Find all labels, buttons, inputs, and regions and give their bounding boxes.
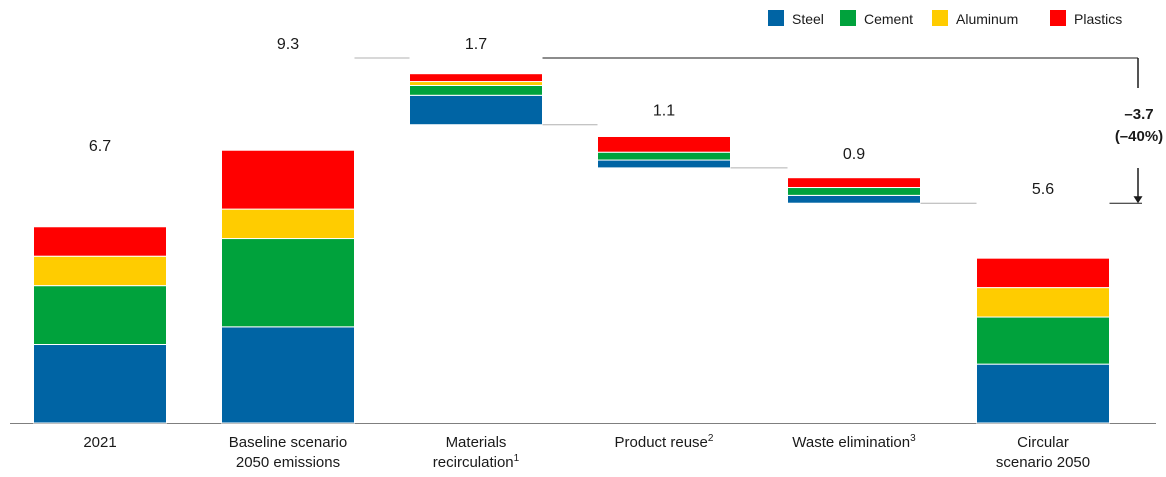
bar-segment-circular-scenario-2050-plastics bbox=[976, 257, 1110, 289]
tick-label-baseline-scenario-2050-emissions: Baseline scenario 2050 emissions bbox=[229, 434, 347, 471]
legend-label-steel: Steel bbox=[792, 11, 824, 27]
legend-swatch-plastics bbox=[1050, 10, 1066, 26]
legend-swatch-steel bbox=[768, 10, 784, 26]
bar-segment-materials-recirculation-cement bbox=[409, 84, 543, 96]
data-label-product-reuse: 1.1 bbox=[653, 103, 675, 120]
bar-segment-baseline-scenario-2050-emissions-aluminum bbox=[221, 208, 355, 240]
tick-label-materials-recirculation: Materials recirculation1 bbox=[433, 434, 520, 471]
reduction-annotation: –3.7 (–40%) bbox=[1115, 106, 1163, 145]
bar-segment-product-reuse-cement bbox=[597, 151, 731, 161]
bar-segment-product-reuse-steel bbox=[597, 159, 731, 169]
tick-label-circular-scenario-2050: Circular scenario 2050 bbox=[996, 434, 1090, 471]
legend-label-aluminum: Aluminum bbox=[956, 11, 1018, 27]
legend-swatch-aluminum bbox=[932, 10, 948, 26]
tick-label-waste-elimination: Waste elimination3 bbox=[792, 433, 916, 451]
tick-label-2021: 2021 bbox=[83, 434, 116, 451]
bar-segment-materials-recirculation-steel bbox=[409, 94, 543, 126]
data-label-materials-recirculation: 1.7 bbox=[465, 36, 487, 53]
tick-label-product-reuse: Product reuse2 bbox=[615, 433, 714, 451]
bar-segment-baseline-scenario-2050-emissions-steel bbox=[221, 326, 355, 424]
data-label-baseline-scenario-2050-emissions: 9.3 bbox=[277, 36, 299, 53]
bar-segment-circular-scenario-2050-aluminum bbox=[976, 287, 1110, 318]
bar-segment-waste-elimination-plastics bbox=[787, 177, 921, 189]
bar-segment-materials-recirculation-plastics bbox=[409, 73, 543, 83]
bar-segment-2021-aluminum bbox=[33, 255, 167, 287]
bar-segment-2021-steel bbox=[33, 344, 167, 424]
bar-segment-waste-elimination-cement bbox=[787, 187, 921, 196]
legend-label-cement: Cement bbox=[864, 11, 913, 27]
legend-swatch-cement bbox=[840, 10, 856, 26]
data-label-2021: 6.7 bbox=[89, 138, 111, 155]
bar-segment-baseline-scenario-2050-emissions-cement bbox=[221, 238, 355, 328]
bar-segment-waste-elimination-steel bbox=[787, 194, 921, 204]
bar-segment-product-reuse-plastics bbox=[597, 135, 731, 153]
bar-segment-circular-scenario-2050-cement bbox=[976, 316, 1110, 365]
bar-segment-circular-scenario-2050-steel bbox=[976, 363, 1110, 424]
bar-segment-materials-recirculation-aluminum bbox=[409, 81, 543, 86]
bar-segment-2021-plastics bbox=[33, 226, 167, 257]
data-label-circular-scenario-2050: 5.6 bbox=[1032, 181, 1054, 198]
bar-segment-baseline-scenario-2050-emissions-plastics bbox=[221, 149, 355, 210]
legend-label-plastics: Plastics bbox=[1074, 11, 1122, 27]
bar-segment-2021-cement bbox=[33, 285, 167, 346]
data-label-waste-elimination: 0.9 bbox=[843, 146, 865, 163]
bracket-arrowhead bbox=[1133, 196, 1143, 204]
